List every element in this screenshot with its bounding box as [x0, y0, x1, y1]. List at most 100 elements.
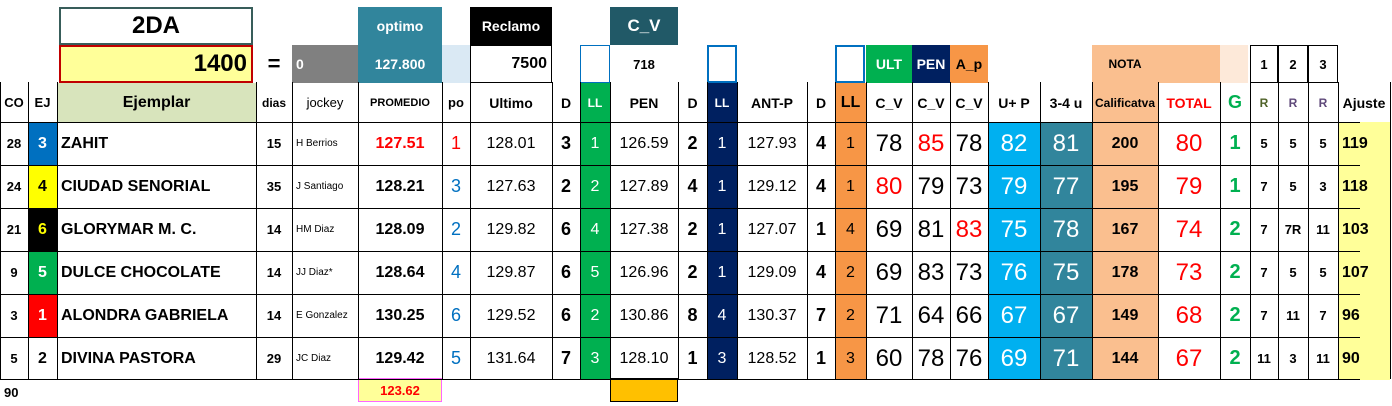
grid-line — [0, 122, 1360, 123]
horse-name: DULCE CHOCOLATE — [61, 263, 221, 281]
cell-d1: 7 — [560, 348, 571, 368]
cell-pen: 127.89 — [619, 177, 669, 195]
horse-name: DIVINA PASTORA — [61, 349, 196, 367]
cell-ra: 11 — [1257, 351, 1271, 366]
column-header-promedio: PROMEDIO — [370, 96, 430, 109]
cell-rc: 5 — [1319, 136, 1327, 151]
cell-ll3: 2 — [835, 294, 866, 337]
column-header-jockey: jockey — [306, 95, 344, 110]
column-header-up: U+ P — [998, 94, 1030, 111]
jockey-name: E Gonzalez — [296, 310, 348, 321]
cell-dias: 29 — [266, 351, 282, 366]
cell-promedio: 128.64 — [375, 263, 425, 281]
grid-line — [1338, 82, 1339, 379]
cell-rc: 11 — [1316, 351, 1330, 366]
column-header-ultimo: Ultimo — [489, 94, 533, 111]
cell-po: 3 — [450, 176, 461, 196]
cell-co: 9 — [10, 265, 18, 280]
grid-line — [1040, 82, 1041, 379]
cell-d1: 3 — [560, 133, 571, 153]
column-header-pen: PEN — [629, 94, 659, 111]
cell-pen: 128.10 — [619, 349, 669, 367]
cell-rb: 11 — [1286, 308, 1300, 323]
cell-dias: 35 — [266, 179, 282, 194]
grid-line — [1390, 82, 1391, 379]
horse-name: CIUDAD SENORIAL — [61, 177, 211, 195]
saddle-number: 2 — [28, 337, 57, 380]
cell-antp: 127.93 — [747, 134, 797, 152]
cell-d1: 2 — [560, 176, 571, 196]
column-header-cv1: C_V — [875, 94, 903, 111]
cell-d2: 2 — [687, 133, 698, 153]
cell-promedio: 128.09 — [375, 220, 425, 238]
cell-rb: 5 — [1289, 265, 1297, 280]
cell-cv3: 73 — [955, 258, 983, 286]
cell-g: 1 — [1229, 175, 1241, 197]
optimo-value: 127.800 — [358, 45, 442, 83]
cell-ajuste: 103 — [1338, 208, 1390, 251]
cell-u34: 81 — [1040, 122, 1092, 165]
cell-cv2: 78 — [917, 344, 945, 372]
cell-rb: 7R — [1284, 222, 1302, 237]
cell-ultimo: 128.01 — [486, 134, 536, 152]
grid-line — [28, 82, 29, 379]
grid-line — [866, 82, 867, 379]
equals-sign: = — [267, 51, 281, 76]
cell-cv3: 78 — [955, 129, 983, 157]
cell-d1: 6 — [560, 262, 571, 282]
total-score: 80 — [1175, 129, 1203, 157]
grid-line — [835, 82, 836, 379]
cell-d3: 4 — [815, 262, 826, 282]
cell-g: 1 — [1229, 132, 1241, 154]
jockey-name: J Santiago — [296, 181, 344, 192]
cell-ultimo: 129.87 — [486, 263, 536, 281]
cell-ll3: 2 — [835, 251, 866, 294]
cell-d2: 2 — [687, 219, 698, 239]
cell-ll1: 3 — [580, 337, 610, 380]
cell-ll1: 4 — [580, 208, 610, 251]
grid-line — [0, 208, 1360, 209]
cell-ra: 7 — [1260, 265, 1268, 280]
column-header-d1: D — [560, 94, 572, 111]
cell-calif: 149 — [1092, 294, 1158, 337]
total-score: 67 — [1175, 344, 1203, 372]
column-header-g: G — [1227, 92, 1242, 112]
pen-label: PEN — [912, 45, 950, 83]
cell-d2: 4 — [687, 176, 698, 196]
cell-cv1: 71 — [875, 301, 903, 329]
cell-ll1: 1 — [580, 122, 610, 165]
cell-cv2: 81 — [917, 215, 945, 243]
grid-line — [1092, 82, 1093, 379]
grid-line — [470, 82, 471, 379]
cell-d1: 6 — [560, 305, 571, 325]
saddle-number: 6 — [28, 208, 57, 251]
header-empty-cell — [835, 45, 865, 83]
cell-ajuste: 107 — [1338, 251, 1390, 294]
cell-ultimo: 129.82 — [486, 220, 536, 238]
grid-line — [0, 294, 1360, 295]
cell-calif: 195 — [1092, 165, 1158, 208]
grid-line — [358, 82, 359, 379]
column-header-rb: R — [1288, 95, 1298, 110]
cell-ultimo: 131.64 — [486, 349, 536, 367]
cell-pen: 126.96 — [619, 263, 669, 281]
cell-pen: 130.86 — [619, 306, 669, 324]
cell-d2: 8 — [687, 305, 698, 325]
ult-label: ULT — [866, 45, 912, 83]
grid-line — [737, 82, 738, 379]
cell-ll2: 4 — [707, 294, 737, 337]
column-header-dias: dias — [261, 95, 286, 110]
column-header-cv3: C_V — [955, 94, 983, 111]
saddle-number: 4 — [28, 165, 57, 208]
cell-g: 2 — [1229, 347, 1241, 369]
jockey-name: H Berrios — [296, 138, 338, 149]
grid-line — [442, 82, 443, 379]
cell-co: 21 — [6, 222, 22, 237]
cell-cv1: 80 — [875, 172, 903, 200]
total-score: 74 — [1175, 215, 1203, 243]
cell-calif: 144 — [1092, 337, 1158, 380]
cell-ll1: 2 — [580, 165, 610, 208]
grid-line — [678, 82, 679, 379]
cell-ra: 5 — [1260, 136, 1268, 151]
ap-label: A_p — [950, 45, 988, 83]
